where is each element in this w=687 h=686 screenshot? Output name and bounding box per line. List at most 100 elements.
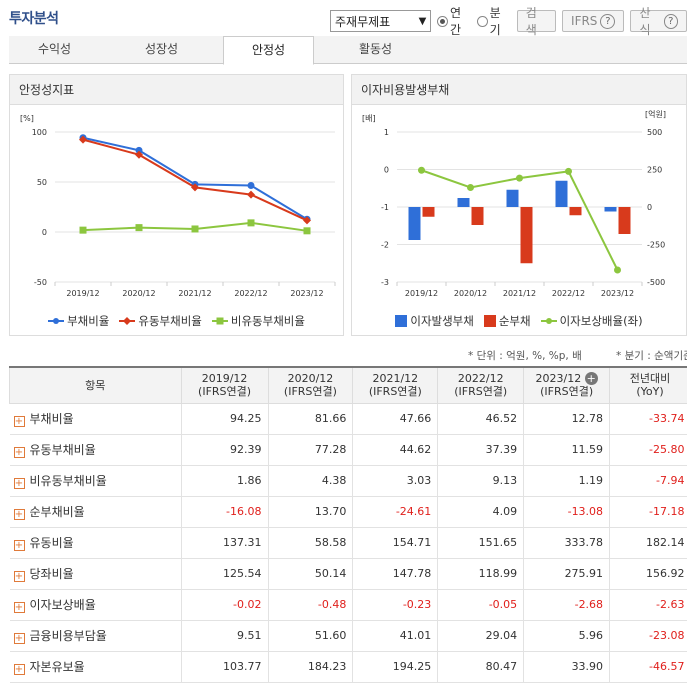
table-row: + 유동부채비율 92.39 77.28 44.62 37.39 11.59 -25.80 xyxy=(9,434,687,466)
y-axis-unit: [%] xyxy=(20,114,34,123)
table-cell: 80.47 xyxy=(437,651,524,683)
stability-table: 항목 2019/12 (IFRS연결) 2020/12 (IFRS연결) 2021/… xyxy=(9,366,687,683)
expand-plus-icon[interactable]: + xyxy=(13,540,25,551)
legend-item-current-liab[interactable]: 유동부채비율 xyxy=(119,313,202,329)
tab-profitability[interactable]: 수익성 xyxy=(37,42,72,56)
net-debt-bar xyxy=(569,207,582,216)
right-tick-label: 500 xyxy=(647,128,662,137)
column-header-basis: (IFRS연결) xyxy=(454,385,508,399)
table-cell: -16.08 xyxy=(180,496,268,528)
legend-item-interest-coverage[interactable]: 이자보상배율(좌) xyxy=(540,313,643,329)
table-cell: -13.08 xyxy=(523,496,610,528)
radio-annual[interactable]: 연간 xyxy=(437,4,471,38)
table-row: + 당좌비율 125.54 50.14 147.78 118.99 275.91 156.92 xyxy=(9,558,687,590)
ifrs-button[interactable]: IFRS ? xyxy=(562,10,625,32)
table-cell: -17.18 xyxy=(609,496,687,528)
table-cell: 4.09 xyxy=(437,496,524,528)
legend-item-net-debt[interactable]: 순부채 xyxy=(483,313,531,329)
quarter-note: * 분기 : 순액기준 xyxy=(616,350,687,362)
expand-plus-icon[interactable]: + xyxy=(13,571,25,582)
blue-line-marker-icon xyxy=(48,318,65,324)
row-label-cell[interactable]: + 금융비용부담율 xyxy=(9,620,182,652)
blue-square-icon xyxy=(395,315,408,327)
table-cell: 147.78 xyxy=(352,558,438,590)
row-label-cell[interactable]: + 비유동부채비율 xyxy=(9,465,182,497)
table-cell: 58.58 xyxy=(267,527,353,559)
tab-stability[interactable]: 안정성 xyxy=(223,36,314,65)
expand-plus-icon[interactable]: + xyxy=(13,664,25,675)
x-tick-label: 2021/12 xyxy=(503,289,536,298)
table-row: + 유동비율 137.31 58.58 154.71 151.65 333.78 182.14 xyxy=(9,527,687,559)
tab-activity[interactable]: 활동성 xyxy=(358,42,393,56)
table-cell: 37.39 xyxy=(437,434,524,466)
expand-circle-icon[interactable]: + xyxy=(584,372,598,386)
radio-annual-dot[interactable] xyxy=(437,15,448,27)
y-tick-label: 0 xyxy=(42,228,47,237)
table-cell: 1.86 xyxy=(180,465,268,497)
interest-debt-bar xyxy=(457,198,470,207)
radio-quarter[interactable]: 분기 xyxy=(477,4,511,38)
green-line-marker-icon xyxy=(211,317,228,325)
row-label: 순부채비율 xyxy=(29,505,85,519)
table-cell: 77.28 xyxy=(267,434,353,466)
expand-plus-icon[interactable]: + xyxy=(13,633,25,644)
expand-plus-icon[interactable]: + xyxy=(13,509,25,520)
formula-button[interactable]: 산식 ? xyxy=(630,6,687,37)
column-header-item: 항목 xyxy=(9,366,182,404)
x-tick-label: 2019/12 xyxy=(66,289,99,298)
row-label: 자본유보율 xyxy=(29,660,85,674)
table-cell: 44.62 xyxy=(352,434,438,466)
table-cell: 92.39 xyxy=(180,434,268,466)
table-notes: * 단위 : 억원, %, %p, 배 * 분기 : 순액기준 xyxy=(0,348,687,364)
interest-coverage-point xyxy=(418,166,425,174)
expand-plus-icon[interactable]: + xyxy=(13,416,25,427)
table-cell: 33.90 xyxy=(523,651,610,683)
net-debt-bar xyxy=(422,207,435,217)
legend-item-noncurrent-liab[interactable]: 비유동부채비율 xyxy=(211,313,305,329)
legend-item-debt-ratio[interactable]: 부채비율 xyxy=(48,313,109,329)
debt-ratio-point xyxy=(135,146,143,154)
table-cell: 11.59 xyxy=(523,434,610,466)
row-label-cell[interactable]: + 이자보상배율 xyxy=(9,589,182,621)
table-cell: -46.57 xyxy=(609,651,687,683)
y-tick-label: -50 xyxy=(34,278,47,287)
table-cell: 50.14 xyxy=(267,558,353,590)
left-tick-label: -3 xyxy=(381,278,389,287)
legend-label: 이자보상배율(좌) xyxy=(559,314,643,328)
expand-plus-icon[interactable]: + xyxy=(13,602,25,613)
x-tick-label: 2023/12 xyxy=(290,289,323,298)
expand-plus-icon[interactable]: + xyxy=(13,478,25,489)
statement-select[interactable]: 주재무제표 ▼ xyxy=(330,10,432,32)
column-header: 2023/12 + (IFRS연결) xyxy=(523,366,611,404)
row-label: 금융비용부담율 xyxy=(29,629,107,643)
left-tick-label: -1 xyxy=(381,203,389,212)
table-cell: -23.08 xyxy=(609,620,687,652)
column-header-basis: (IFRS연결) xyxy=(283,385,337,399)
table-cell: 125.54 xyxy=(180,558,268,590)
radio-quarter-dot[interactable] xyxy=(477,15,488,27)
search-button[interactable]: 검색 xyxy=(516,6,557,37)
column-header-year: 2022/12 xyxy=(457,372,504,386)
row-label-cell[interactable]: + 유동부채비율 xyxy=(9,434,182,466)
current-liab-ratio-point xyxy=(191,183,199,192)
tab-growth[interactable]: 성장성 xyxy=(144,42,179,56)
net-debt-bar xyxy=(471,207,484,225)
table-cell: 194.25 xyxy=(352,651,438,683)
left-axis-unit: [배] xyxy=(362,114,376,123)
row-label-cell[interactable]: + 당좌비율 xyxy=(9,558,182,590)
row-label-cell[interactable]: + 부채비율 xyxy=(9,403,182,435)
net-debt-bar xyxy=(618,207,631,234)
table-cell: 41.01 xyxy=(352,620,438,652)
x-tick-label: 2022/12 xyxy=(552,289,585,298)
row-label-cell[interactable]: + 자본유보율 xyxy=(9,651,182,683)
column-header: 2019/12 (IFRS연결) xyxy=(180,366,269,404)
table-cell: -2.68 xyxy=(523,589,610,621)
table-cell: 47.66 xyxy=(352,403,438,435)
x-tick-label: 2023/12 xyxy=(601,289,634,298)
legend-item-interest-debt[interactable]: 이자발생부채 xyxy=(395,313,474,329)
expand-plus-icon[interactable]: + xyxy=(13,447,25,458)
row-label-cell[interactable]: + 순부채비율 xyxy=(9,496,182,528)
row-label-cell[interactable]: + 유동비율 xyxy=(9,527,182,559)
help-icon: ? xyxy=(600,13,616,29)
y-tick-label: 100 xyxy=(32,128,47,137)
